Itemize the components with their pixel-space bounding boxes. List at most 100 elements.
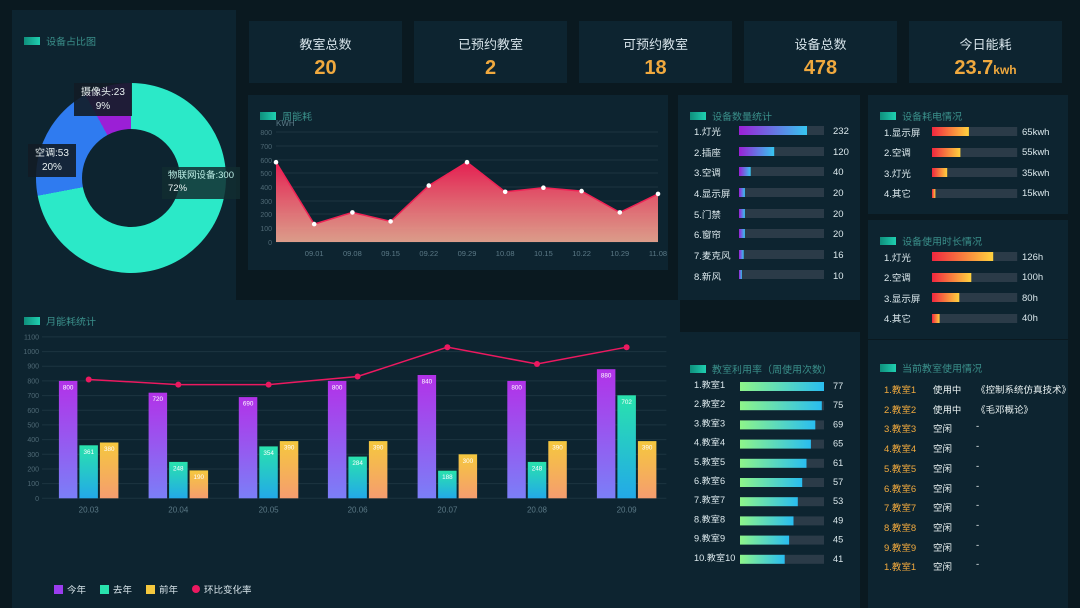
svg-text:65kwh: 65kwh [1022, 127, 1049, 138]
svg-text:100: 100 [260, 226, 272, 233]
svg-text:284: 284 [352, 460, 363, 467]
svg-text:10.教室10: 10.教室10 [694, 553, 735, 563]
svg-text:390: 390 [373, 445, 384, 452]
svg-text:20.07: 20.07 [437, 505, 458, 514]
svg-text:700: 700 [260, 144, 272, 151]
svg-text:09.22: 09.22 [419, 249, 438, 258]
svg-text:190: 190 [194, 474, 205, 481]
svg-text:35kwh: 35kwh [1022, 168, 1049, 179]
svg-text:1100: 1100 [24, 334, 39, 341]
svg-text:380: 380 [104, 446, 115, 453]
svg-text:248: 248 [173, 465, 184, 472]
svg-text:40h: 40h [1022, 313, 1038, 324]
svg-text:20: 20 [833, 229, 844, 240]
svg-text:600: 600 [260, 158, 272, 165]
svg-text:390: 390 [552, 445, 563, 452]
svg-text:600: 600 [27, 408, 39, 415]
svg-text:75: 75 [833, 400, 843, 410]
svg-text:1.教室1: 1.教室1 [694, 380, 725, 390]
svg-text:57: 57 [833, 477, 843, 487]
svg-text:10.15: 10.15 [534, 249, 553, 258]
svg-text:2.教室2: 2.教室2 [694, 399, 725, 409]
svg-text:20.04: 20.04 [168, 505, 189, 514]
svg-text:10.29: 10.29 [610, 249, 629, 258]
svg-text:5.教室5: 5.教室5 [694, 457, 725, 467]
svg-text:55kwh: 55kwh [1022, 147, 1049, 158]
svg-text:900: 900 [27, 364, 39, 371]
svg-text:400: 400 [260, 185, 272, 192]
svg-text:53: 53 [833, 496, 843, 506]
svg-text:6.教室6: 6.教室6 [694, 476, 725, 486]
svg-text:2.空调: 2.空调 [884, 272, 911, 284]
svg-text:09.01: 09.01 [305, 249, 324, 258]
svg-text:45: 45 [833, 535, 843, 545]
svg-text:20.08: 20.08 [527, 505, 548, 514]
svg-text:361: 361 [83, 449, 94, 456]
svg-text:16: 16 [833, 250, 844, 261]
svg-text:1.灯光: 1.灯光 [694, 127, 721, 138]
svg-text:3.显示屏: 3.显示屏 [884, 294, 920, 305]
svg-text:0: 0 [35, 496, 39, 503]
svg-text:7.麦克风: 7.麦克风 [694, 251, 731, 262]
svg-text:880: 880 [601, 373, 612, 380]
svg-text:300: 300 [27, 452, 39, 459]
svg-text:40: 40 [833, 167, 844, 178]
svg-text:248: 248 [532, 465, 543, 472]
svg-text:15kwh: 15kwh [1022, 188, 1049, 199]
svg-text:1.灯光: 1.灯光 [884, 253, 911, 264]
svg-text:690: 690 [243, 401, 254, 408]
svg-text:300: 300 [260, 199, 272, 206]
svg-text:20.05: 20.05 [259, 505, 280, 514]
svg-text:126h: 126h [1022, 252, 1043, 263]
svg-text:500: 500 [260, 171, 272, 178]
svg-text:11.08: 11.08 [649, 249, 667, 258]
svg-text:49: 49 [833, 515, 843, 525]
svg-text:390: 390 [642, 445, 653, 452]
svg-text:10.22: 10.22 [572, 249, 591, 258]
svg-text:20: 20 [833, 209, 844, 220]
svg-text:10: 10 [833, 271, 844, 282]
svg-text:0: 0 [268, 240, 272, 247]
svg-text:800: 800 [63, 384, 74, 391]
svg-text:80h: 80h [1022, 293, 1038, 304]
svg-text:09.15: 09.15 [381, 249, 400, 258]
svg-text:7.教室7: 7.教室7 [694, 495, 725, 505]
svg-text:232: 232 [833, 126, 849, 137]
svg-text:120: 120 [833, 147, 849, 158]
svg-text:41: 41 [833, 554, 843, 564]
svg-text:4.显示屏: 4.显示屏 [694, 189, 730, 200]
svg-text:20.03: 20.03 [79, 505, 100, 514]
svg-text:61: 61 [833, 458, 843, 468]
svg-text:100: 100 [27, 481, 39, 488]
svg-text:390: 390 [284, 445, 295, 452]
svg-text:200: 200 [27, 467, 39, 474]
svg-text:100h: 100h [1022, 272, 1043, 283]
svg-text:354: 354 [263, 450, 274, 457]
svg-text:8.教室8: 8.教室8 [694, 514, 725, 524]
svg-text:840: 840 [422, 379, 433, 386]
svg-text:700: 700 [27, 393, 39, 400]
svg-text:2.插座: 2.插座 [694, 147, 721, 159]
svg-text:20: 20 [833, 188, 844, 199]
svg-text:20.06: 20.06 [348, 505, 369, 514]
svg-text:09.08: 09.08 [343, 249, 362, 258]
svg-text:2.空调: 2.空调 [884, 147, 911, 159]
svg-text:300: 300 [463, 458, 474, 465]
svg-text:3.教室3: 3.教室3 [694, 418, 725, 428]
svg-text:8.新风: 8.新风 [694, 271, 721, 283]
svg-text:69: 69 [833, 419, 843, 429]
svg-text:800: 800 [260, 130, 272, 137]
svg-text:20.09: 20.09 [617, 505, 638, 514]
svg-text:10.08: 10.08 [496, 249, 515, 258]
svg-text:1.显示屏: 1.显示屏 [884, 128, 920, 139]
svg-text:188: 188 [442, 474, 453, 481]
svg-text:9.教室9: 9.教室9 [694, 534, 725, 544]
svg-text:720: 720 [153, 396, 164, 403]
svg-text:77: 77 [833, 381, 843, 391]
svg-text:09.29: 09.29 [458, 249, 477, 258]
svg-text:702: 702 [621, 399, 632, 406]
svg-text:6.窗帘: 6.窗帘 [694, 230, 721, 241]
svg-text:800: 800 [511, 384, 522, 391]
svg-text:5.门禁: 5.门禁 [694, 209, 721, 221]
svg-text:200: 200 [260, 212, 272, 219]
